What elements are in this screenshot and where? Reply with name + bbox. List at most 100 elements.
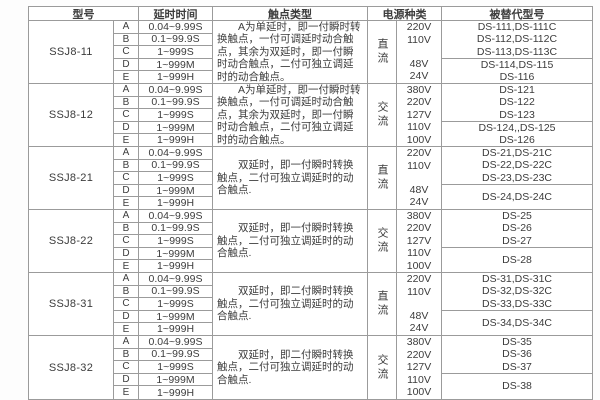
delay-range: 1~999S — [139, 109, 213, 121]
delay-row: E 1~999H — [114, 260, 213, 273]
voltage-value: 100V — [406, 133, 432, 146]
voltage-cell: 220V 110V 48V 24V — [397, 21, 442, 83]
spec-letter: C — [114, 172, 139, 184]
voltage-value: 100V — [406, 259, 432, 272]
delay-subtable: A 0.04~9.99S B 0.1~99.9S C 1~999S D 1~999M E… — [114, 147, 213, 210]
contact-type-text: 双延时，即二付瞬时转换触点，二付可独立调延时的动合触点. — [217, 285, 354, 323]
header-delay-time: 延时时间 — [139, 7, 213, 21]
delay-range: 0.1~99.9S — [139, 33, 213, 45]
replaced-model: DS-35 — [502, 335, 532, 348]
contact-type-text: A为单延时，即一付瞬时转换触点，一付可调延时动合触点，其余为双延时，即一付瞬时动… — [217, 83, 361, 146]
model-name: SSJ8-12 — [29, 84, 114, 146]
voltage-cell: 220V 110V 48V 24V — [397, 147, 442, 209]
voltage-value: 110V — [407, 33, 431, 46]
spec-letter: A — [114, 84, 139, 96]
spec-letter: B — [114, 285, 139, 298]
delay-row: B 0.1~99.9S — [114, 159, 213, 173]
delay-row: D 1~999M — [114, 248, 213, 261]
voltage-value: 48V — [409, 183, 429, 196]
model-name: SSJ8-22 — [29, 210, 114, 272]
replaced-model: DS-37 — [502, 360, 532, 373]
replaced-model: DS-33,DS-33C — [481, 297, 553, 310]
replaced-model: DS-126 — [499, 134, 535, 147]
delay-range: 1~999H — [139, 260, 213, 273]
voltage-value: 100V — [406, 386, 432, 399]
delay-subtable: A 0.04~9.99S B 0.1~99.9S C 1~999S D 1~999M E… — [114, 21, 213, 84]
model-name: SSJ8-31 — [29, 273, 114, 335]
delay-range: 1~999S — [139, 172, 213, 184]
voltage-value: 24V — [409, 70, 429, 83]
delay-row: B 0.1~99.9S — [114, 285, 213, 299]
delay-range: 0.1~99.9S — [139, 96, 213, 108]
delay-range: 1~999M — [139, 59, 213, 71]
voltage-value: 48V — [409, 309, 429, 322]
group-ssj8-21: SSJ8-21 A 0.04~9.99S B 0.1~99.9S C 1~999S D… — [29, 147, 592, 210]
delay-range: 0.1~99.9S — [139, 222, 213, 234]
replaced-model: DS-114,DS-115 — [480, 58, 554, 71]
replaced-models-cell: DS-35 DS-36 DS-37 DS-38 — [442, 336, 592, 399]
table-header-row: 型号 延时时间 触点类型 电源种类 被替代型号 — [29, 7, 592, 21]
voltage-value — [397, 298, 441, 310]
delay-row: E 1~999H — [114, 71, 213, 84]
replaced-model: DS-24,DS-24C — [481, 190, 553, 203]
relay-spec-table: 型号 延时时间 触点类型 电源种类 被替代型号 SSJ8-11 A 0.04~9.… — [28, 6, 593, 400]
delay-range: 1~999H — [139, 134, 213, 147]
voltage-value: 220V — [406, 96, 432, 109]
spec-letter: C — [114, 235, 139, 247]
spec-letter: C — [114, 361, 139, 373]
delay-row: D 1~999M — [114, 311, 213, 324]
delay-row: A 0.04~9.99S — [114, 21, 213, 34]
replaced-models-cell: DS-21,DS-21C DS-22,DS-22C DS-23,DS-23C D… — [442, 147, 592, 209]
replaced-model: DS-121 — [499, 83, 535, 96]
power-kind-cell: 直流 — [368, 21, 397, 83]
replaced-model: DS-38 — [502, 380, 532, 393]
spec-letter: D — [114, 310, 139, 323]
delay-range: 1~999M — [139, 374, 213, 386]
replaced-models-bottom: DS-114,DS-115 DS-116 — [442, 59, 592, 84]
replaced-model: DS-124,,DS-125 — [478, 121, 556, 134]
replaced-model: DS-32,DS-32C — [481, 285, 553, 298]
delay-row: E 1~999H — [114, 134, 213, 147]
replaced-models-top: DS-35 DS-36 DS-37 — [442, 336, 592, 374]
delay-row: A 0.04~9.99S — [114, 84, 213, 97]
delay-range: 0.1~99.9S — [139, 285, 213, 297]
delay-subtable: A 0.04~9.99S B 0.1~99.9S C 1~999S D 1~999M E… — [114, 336, 213, 399]
delay-range: 0.04~9.99S — [139, 147, 213, 159]
voltage-value — [397, 46, 441, 58]
group-ssj8-11: SSJ8-11 A 0.04~9.99S B 0.1~99.9S C 1~999S D… — [29, 21, 592, 84]
voltage-value: 127V — [406, 234, 432, 247]
header-model: 型号 — [29, 7, 139, 21]
contact-type-cell: 双延时，即二付瞬时转换触点，二付可独立调延时的动合触点. — [213, 273, 368, 335]
contact-type-text: 双延时，即一付瞬时转换触点，二付可独立调延时的动合触点. — [217, 222, 354, 260]
spec-letter: B — [114, 222, 139, 235]
delay-range: 0.04~9.99S — [139, 336, 213, 348]
replaced-model: DS-111,DS-111C — [477, 20, 557, 33]
replaced-models-cell: DS-25 DS-26 DS-27 DS-28 — [442, 210, 592, 272]
replaced-models-cell: DS-111,DS-111C DS-112,DS-112C DS-113,DS-… — [442, 21, 592, 83]
power-kind-label: 交流 — [376, 353, 388, 382]
delay-range: 0.1~99.9S — [139, 348, 213, 360]
contact-type-text: 双延时，即一付瞬时转换触点，二付可独立调延时的动合触点. — [217, 159, 354, 197]
spec-letter: D — [114, 184, 139, 197]
delay-range: 0.04~9.99S — [139, 273, 213, 285]
spec-letter: C — [114, 46, 139, 58]
voltage-value: 110V — [407, 121, 431, 134]
voltage-value: 110V — [407, 247, 431, 260]
power-kind-cell: 交流 — [368, 336, 397, 399]
spec-letter: A — [114, 147, 139, 159]
spec-letter: D — [114, 373, 139, 386]
delay-range: 1~999H — [139, 323, 213, 336]
delay-range: 1~999M — [139, 185, 213, 197]
delay-row: C 1~999S — [114, 235, 213, 248]
delay-row: E 1~999H — [114, 323, 213, 336]
group-ssj8-12: SSJ8-12 A 0.04~9.99S B 0.1~99.9S C 1~999S D… — [29, 84, 592, 147]
replaced-models-cell: DS-31,DS-31C DS-32,DS-32C DS-33,DS-33C D… — [442, 273, 592, 335]
voltage-value: 24V — [409, 322, 429, 335]
power-kind-cell: 交流 — [368, 210, 397, 272]
power-kind-label: 直流 — [376, 38, 388, 66]
spec-letter: C — [114, 109, 139, 121]
replaced-model: DS-21,DS-21C — [481, 146, 553, 159]
delay-row: D 1~999M — [114, 185, 213, 198]
voltage-cell: 380V 220V 127V 110V 100V — [397, 84, 442, 146]
